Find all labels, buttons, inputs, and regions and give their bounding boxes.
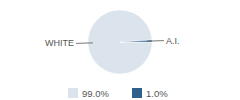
legend-swatch (68, 88, 78, 98)
chart: WHITE A.I. 99.0% 1.0% (0, 0, 240, 100)
labels: WHITE A.I. (45, 36, 179, 49)
slice (88, 10, 152, 74)
legend-label: 99.0% (82, 88, 109, 99)
leader-line (147, 40, 164, 42)
legend: 99.0% 1.0% (68, 88, 168, 99)
slice-label: A.I. (166, 36, 180, 46)
slice-label: WHITE (45, 38, 74, 48)
legend-swatch (132, 88, 142, 98)
leader-line (76, 42, 93, 44)
pie (88, 10, 152, 74)
legend-label: 1.0% (146, 88, 168, 99)
